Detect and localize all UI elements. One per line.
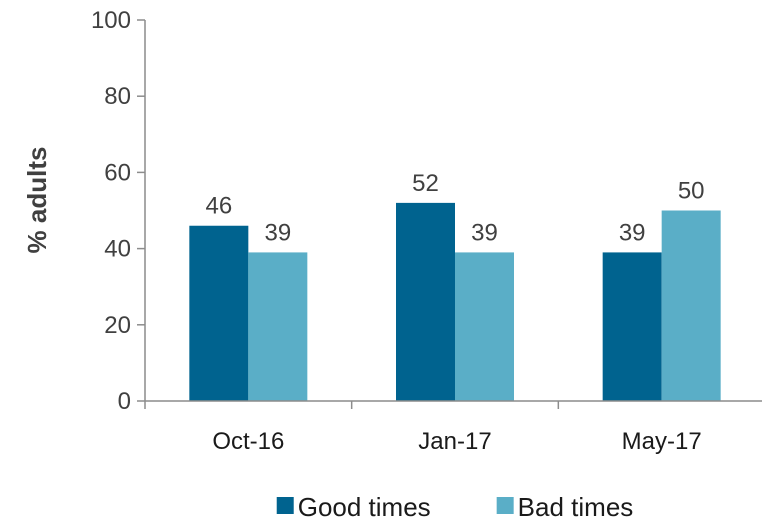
data-label: 52 bbox=[412, 170, 439, 197]
data-label: 39 bbox=[471, 219, 498, 246]
y-axis: 0 20 40 60 80 100 bbox=[91, 7, 146, 415]
data-label: 39 bbox=[619, 219, 646, 246]
bars-group bbox=[189, 202, 721, 401]
legend-swatch bbox=[276, 497, 294, 514]
y-tick-label: 20 bbox=[104, 312, 131, 339]
y-tick-label: 60 bbox=[104, 159, 131, 186]
legend-label: Bad times bbox=[518, 492, 634, 522]
x-axis: Oct-16 Jan-17 May-17 bbox=[144, 400, 762, 455]
bar bbox=[602, 252, 662, 401]
y-tick-label: 0 bbox=[118, 388, 131, 415]
bar bbox=[248, 252, 308, 401]
y-tick-label: 40 bbox=[104, 236, 131, 263]
x-tick-label: Oct-16 bbox=[212, 428, 284, 455]
bar bbox=[661, 210, 721, 401]
data-label: 50 bbox=[678, 178, 705, 205]
bar bbox=[396, 202, 455, 401]
y-axis-title: % adults bbox=[22, 147, 52, 254]
y-tick-label: 100 bbox=[91, 7, 131, 34]
x-tick-label: May-17 bbox=[622, 428, 702, 455]
x-tick-label: Jan-17 bbox=[418, 428, 491, 455]
y-tick-label: 80 bbox=[104, 83, 131, 110]
legend-swatch bbox=[496, 497, 514, 514]
data-label: 39 bbox=[264, 219, 291, 246]
bar bbox=[455, 252, 514, 401]
data-labels-group: 46 39 52 39 39 50 bbox=[205, 170, 704, 247]
bar bbox=[189, 225, 249, 401]
legend: Good times Bad times bbox=[276, 492, 634, 522]
legend-label: Good times bbox=[298, 492, 431, 522]
data-label: 46 bbox=[205, 193, 232, 220]
